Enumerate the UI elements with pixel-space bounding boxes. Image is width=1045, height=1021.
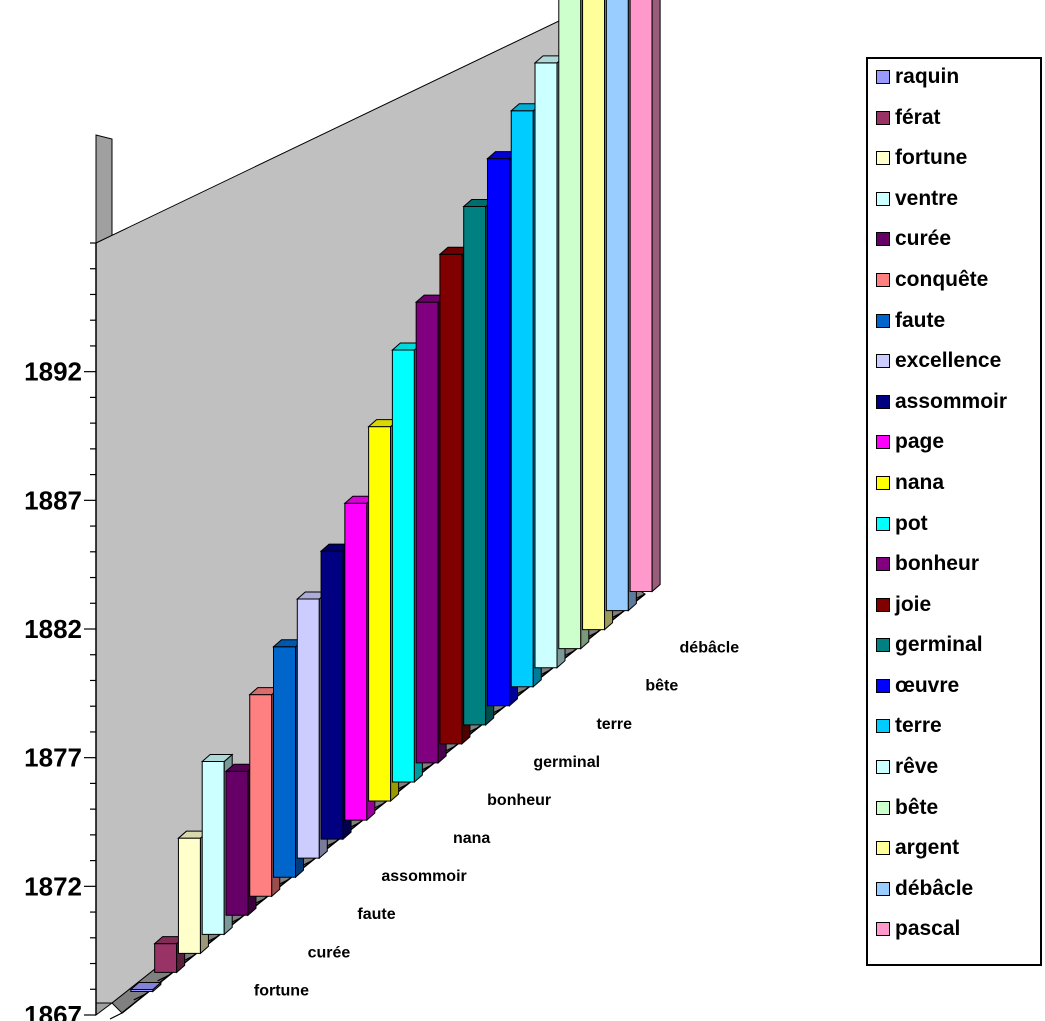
legend-swatch <box>876 354 890 369</box>
legend-item: ventre <box>876 186 959 210</box>
legend-item: joie <box>876 592 932 616</box>
legend-label: rêve <box>895 755 939 779</box>
legend-label: curée <box>895 227 952 251</box>
legend-label: joie <box>895 592 932 616</box>
legend-item: curée <box>876 228 951 250</box>
legend-label: pot <box>895 511 928 535</box>
legend-swatch <box>876 435 890 450</box>
legend-item: excellence <box>876 350 1001 372</box>
category-tick <box>157 974 170 982</box>
legend-label: terre <box>895 714 942 738</box>
legend-swatch <box>876 232 890 247</box>
legend-item: bête <box>876 795 939 819</box>
category-label: nana <box>453 830 490 847</box>
legend-item: terre <box>876 715 942 737</box>
legend-swatch <box>876 719 890 734</box>
legend-item: débâcle <box>876 876 974 900</box>
legend-item: œuvre <box>876 673 960 697</box>
category-tick <box>133 993 147 1001</box>
legend-item: raquin <box>876 66 959 88</box>
value-axis: 1867 1872 1877 1882 1887 1892 <box>24 242 97 1021</box>
bar-series-group <box>129 0 661 993</box>
bar-1 <box>129 981 163 993</box>
legend-swatch <box>876 800 890 815</box>
legend-swatch <box>876 70 890 84</box>
category-label: faute <box>357 906 395 923</box>
legend-label: argent <box>895 836 960 860</box>
legend-swatch <box>876 760 890 775</box>
legend-swatch <box>876 110 890 125</box>
category-label: curée <box>308 944 351 961</box>
legend-label: conquête <box>895 267 989 291</box>
legend-label: assommoir <box>895 389 1008 413</box>
legend-swatch <box>876 841 890 856</box>
y-tick-label: 1867 <box>24 1000 82 1021</box>
y-tick-label: 1872 <box>24 871 82 901</box>
legend-label: pascal <box>895 917 961 941</box>
legend-item: pascal <box>876 918 960 940</box>
legend-label: faute <box>895 308 946 332</box>
legend-label: page <box>895 430 945 454</box>
legend-swatch <box>876 272 890 287</box>
category-label: fortune <box>254 982 309 999</box>
legend-label: bonheur <box>895 552 979 576</box>
legend-swatch <box>876 557 890 572</box>
y-tick-label: 1877 <box>24 743 82 773</box>
legend-label: germinal <box>895 633 983 657</box>
legend-label: ventre <box>895 186 959 210</box>
legend-item: germinal <box>876 634 983 656</box>
category-label: bête <box>645 678 678 695</box>
legend-label: débâcle <box>895 876 974 900</box>
y-tick-label: 1882 <box>24 614 82 644</box>
legend-swatch <box>876 922 890 937</box>
legend-item: faute <box>876 308 946 332</box>
legend-label: œuvre <box>895 673 960 697</box>
y-tick-label: 1892 <box>24 357 82 387</box>
legend-swatch <box>876 313 890 328</box>
legend-item: argent <box>876 837 959 859</box>
legend-item: fortune <box>876 147 967 169</box>
category-label: débâcle <box>680 640 740 657</box>
legend-swatch <box>876 394 890 409</box>
category-label: bonheur <box>487 792 551 809</box>
legend-swatch <box>876 678 890 693</box>
legend-label: nana <box>895 470 945 494</box>
legend-item: conquête <box>876 267 989 291</box>
legend-swatch <box>876 475 890 490</box>
legend-swatch <box>876 881 890 896</box>
legend-swatch <box>876 597 890 612</box>
y-tick-label: 1887 <box>24 485 82 515</box>
legend-item: rêve <box>876 756 938 778</box>
category-label: assommoir <box>381 868 466 885</box>
legend-swatch <box>876 638 890 653</box>
legend: raquin férat fortune ventre curée conquête fau… <box>866 57 1042 966</box>
legend-swatch <box>876 151 890 166</box>
category-label: germinal <box>533 754 600 771</box>
legend-item: bonheur <box>876 553 979 575</box>
legend-label: fortune <box>895 146 968 170</box>
legend-item: page <box>876 431 944 453</box>
category-label: terre <box>596 716 632 733</box>
legend-swatch <box>876 191 890 206</box>
legend-label: excellence <box>895 349 1002 373</box>
legend-item: assommoir <box>876 389 1008 413</box>
category-labels: raquinfortunecuréefauteassommoirnanabonh… <box>209 640 739 1021</box>
legend-item: pot <box>876 511 928 535</box>
legend-label: raquin <box>895 65 960 88</box>
legend-label: bête <box>895 795 939 819</box>
category-tick <box>109 1012 123 1020</box>
bar-22 <box>629 0 661 593</box>
legend-item: nana <box>876 470 945 494</box>
legend-swatch <box>876 516 890 531</box>
legend-label: férat <box>895 105 941 129</box>
bar-2 <box>153 935 186 974</box>
legend-item: férat <box>876 105 941 129</box>
